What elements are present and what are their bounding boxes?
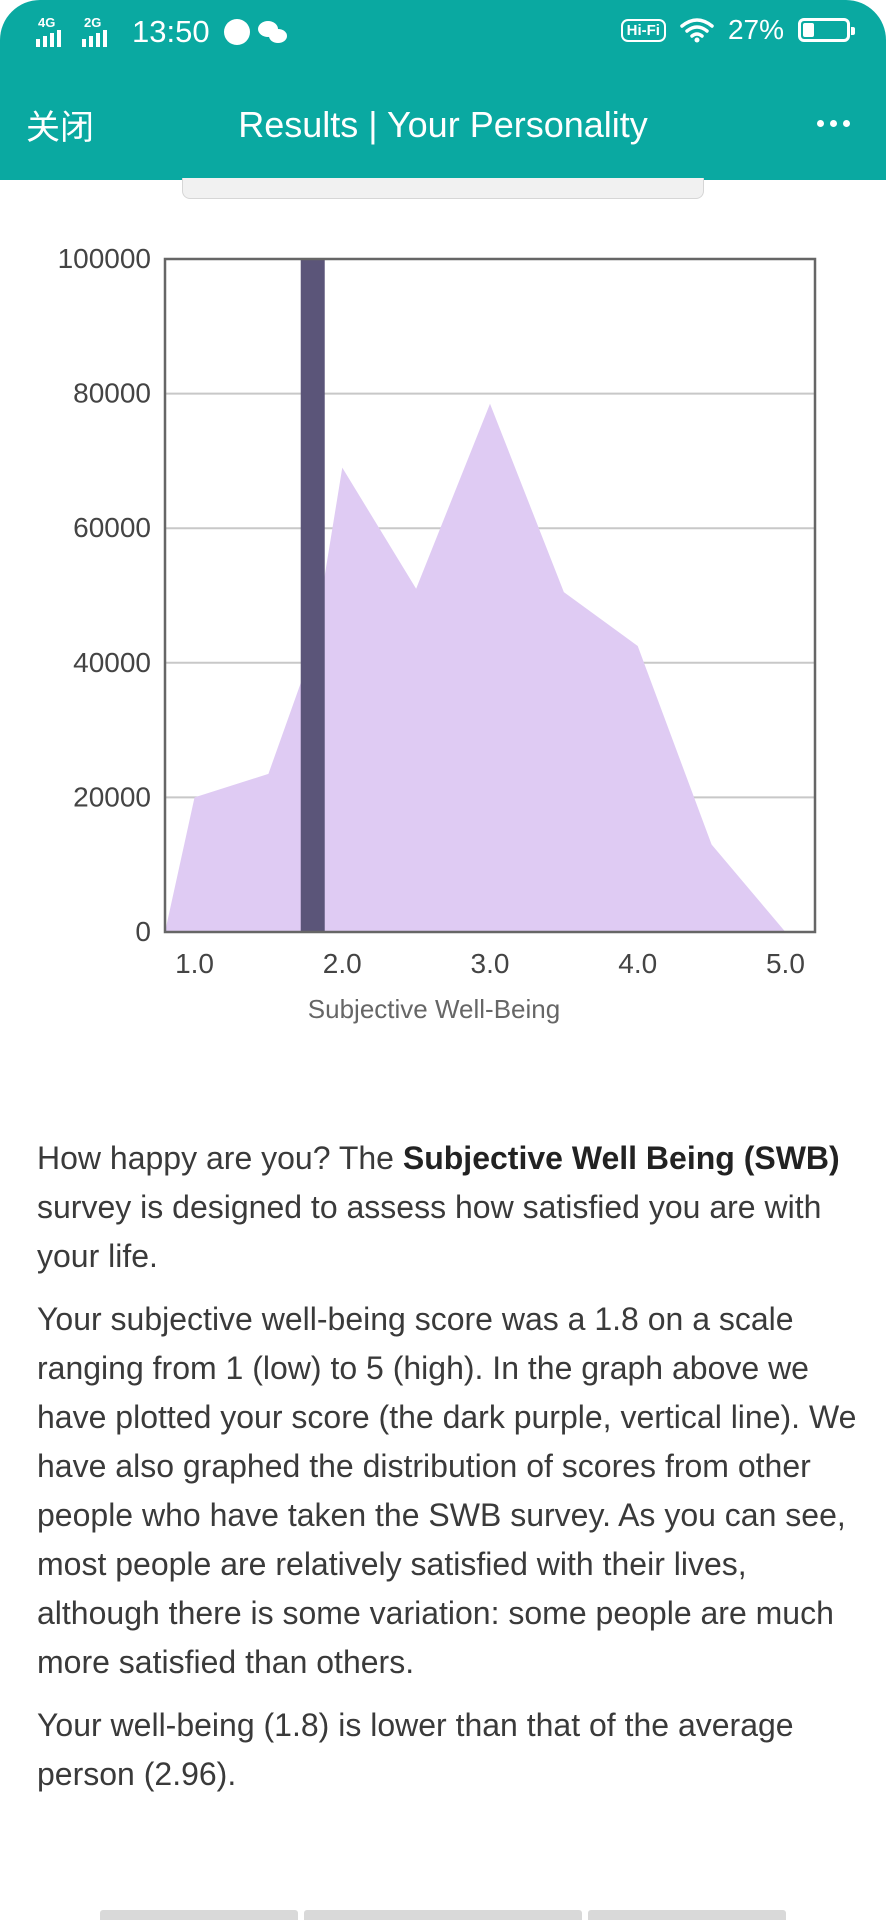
x-tick-label: 5.0 [766,948,805,979]
status-left: 4G 2G 13:50 [36,14,288,50]
browser-icon [223,19,250,45]
comparison-paragraph: Your well-being (1.8) is lower than that… [37,1707,794,1792]
x-axis-label: Subjective Well-Being [308,994,560,1024]
nav-bar: 关闭 Results | Your Personality [0,70,886,180]
swb-distribution-chart: 100000 80000 60000 40000 20000 0 1.0 2.0 3.0 4.0… [58,243,817,1024]
y-tick-label: 20000 [73,781,151,812]
description-text: How happy are you? The Subjective Well B… [37,1134,857,1813]
your-score-marker [300,259,325,932]
x-tick-label: 1.0 [175,948,214,979]
distribution-area [165,403,815,932]
hifi-badge: Hi-Fi [620,18,666,42]
cellular-signal-icon-2: 2G [82,15,120,49]
y-tick-label: 40000 [73,647,151,678]
collapsed-panel-edge [182,178,704,199]
cellular-signal-icon: 4G [36,15,74,49]
wifi-icon [680,18,714,43]
score-paragraph: Your subjective well-being score was a 1… [37,1301,857,1680]
x-tick-label: 3.0 [471,948,510,979]
battery-icon [798,18,855,42]
close-button[interactable]: 关闭 [26,109,94,147]
intro-text: How happy are you? The [37,1140,403,1176]
x-tick-label: 2.0 [323,948,362,979]
network-type-1: 4G [38,15,56,30]
battery-fill [803,23,814,37]
intro-paragraph: How happy are you? The Subjective Well B… [37,1134,857,1281]
status-right: Hi-Fi 27% [620,14,855,46]
y-tick-label: 80000 [73,378,151,409]
bottom-tab-3[interactable] [588,1910,786,1920]
survey-name: Subjective Well Being (SWB) [402,1140,840,1176]
bottom-tab-2[interactable] [304,1910,582,1920]
bottom-tab-edges [0,1910,886,1920]
page-title: Results | Your Personality [238,104,648,145]
wechat-icon [257,19,288,45]
more-icon[interactable] [817,120,850,127]
x-tick-label: 4.0 [618,948,657,979]
network-type-2: 2G [84,15,102,30]
y-tick-label: 60000 [73,512,151,543]
battery-percent: 27% [727,14,784,45]
chart-container: 100000 80000 60000 40000 20000 0 1.0 2.0 3.0 4.0… [0,236,886,1036]
plot-frame [163,257,817,934]
y-tick-label: 100000 [58,243,151,274]
y-tick-label: 0 [135,916,151,947]
intro-text-end: survey is designed to assess how satisfi… [37,1189,822,1274]
bottom-tab-1[interactable] [100,1910,298,1920]
status-time: 13:50 [132,14,210,49]
status-bar: 4G 2G 13:50 Hi-Fi 27% [0,0,886,70]
